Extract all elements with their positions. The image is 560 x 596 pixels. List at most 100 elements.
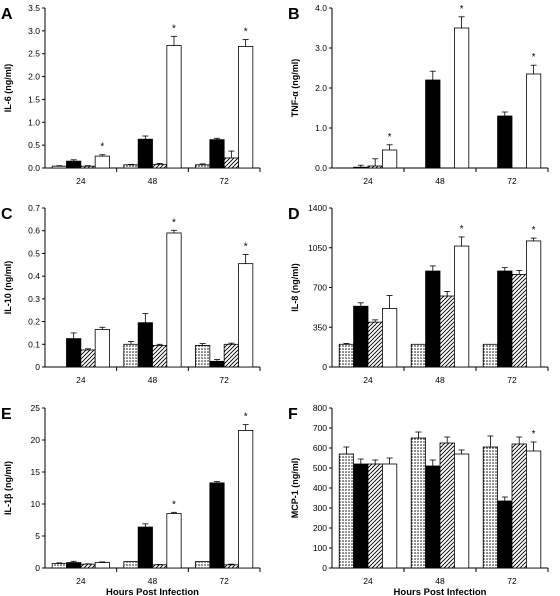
bar-dots-48 (123, 164, 139, 169)
y-tick-label: 5 (35, 531, 40, 541)
x-tick-label: 72 (219, 176, 229, 186)
bar-dots-72 (195, 561, 211, 569)
y-tick-label: 0 (322, 563, 327, 573)
y-tick-label: 15 (31, 467, 41, 477)
bar-hatch-24 (80, 165, 96, 169)
chart-panel-e: E 0 5 10 15 20 25 IL-1β (ng/ml) 24 48 * 72 * Hours Po… (1, 403, 261, 596)
x-tick-label: 72 (507, 375, 517, 385)
bar-hatch-72 (511, 443, 527, 569)
bar-open-24 (381, 463, 398, 569)
bar-solid-48 (137, 526, 153, 569)
significance-marker: * (100, 142, 104, 153)
bar-hatch-48 (152, 163, 168, 169)
significance-marker: * (532, 429, 536, 440)
y-axis-label: IL-8 (ng/ml) (290, 263, 300, 312)
y-tick-label: 3.0 (28, 26, 40, 36)
y-tick-label: 0.6 (28, 226, 40, 236)
significance-marker: * (244, 412, 248, 423)
bar-hatch-24 (80, 349, 96, 368)
bar-solid-24 (353, 305, 369, 368)
y-tick-label: 1050 (308, 243, 327, 253)
bar-solid-48 (425, 465, 441, 569)
bar-dots-24 (51, 165, 67, 169)
x-tick-label: 48 (435, 375, 445, 385)
bar-solid-72 (497, 115, 513, 169)
y-tick-label: 0 (322, 362, 327, 372)
bar-hatch-48 (152, 564, 168, 569)
bar-open-72 (526, 240, 542, 368)
x-tick-label: 24 (76, 176, 86, 186)
bar-open-24 (94, 329, 110, 368)
y-tick-label: 700 (313, 423, 327, 433)
x-tick-label: 24 (76, 375, 86, 385)
chart-panel-b: B 0.0 1.0 2.0 3.0 4.0 TNF-α (ng/ml) 24 * 48 * 72 * (288, 3, 549, 186)
y-tick-label: 20 (31, 435, 41, 445)
y-tick-label: 0.5 (28, 140, 40, 150)
bar-dots-24 (338, 453, 355, 569)
bar-dots-72 (195, 164, 211, 169)
y-tick-label: 10 (31, 499, 41, 509)
bar-open-48 (453, 453, 470, 569)
bar-open-72 (238, 429, 254, 569)
y-tick-label: 0.5 (28, 248, 40, 258)
y-tick-label: 0 (35, 563, 40, 573)
bar-hatch-72 (223, 343, 239, 368)
x-tick-label: 24 (363, 375, 373, 385)
significance-marker: * (172, 499, 176, 510)
bar-hatch-48 (152, 345, 168, 368)
x-tick-label: 24 (363, 176, 373, 186)
y-tick-label: 2.5 (28, 49, 40, 59)
bar-dots-72 (195, 345, 211, 368)
bar-open-48 (166, 513, 182, 569)
x-tick-label: 48 (435, 176, 445, 186)
bar-open-24 (381, 308, 398, 368)
significance-marker: * (460, 4, 464, 15)
bar-hatch-24 (367, 321, 383, 368)
y-tick-label: 600 (313, 443, 327, 453)
y-axis-label: IL-6 (ng/ml) (3, 64, 13, 113)
y-tick-label: 0.0 (28, 163, 40, 173)
bar-solid-24 (66, 160, 82, 169)
y-tick-label: 100 (313, 543, 327, 553)
y-tick-label: 200 (313, 523, 327, 533)
bar-solid-72 (209, 482, 225, 569)
bar-solid-24 (353, 463, 369, 569)
bar-hatch-24 (80, 563, 96, 569)
bar-solid-24 (66, 338, 82, 368)
y-axis-label: TNF-α (ng/ml) (290, 59, 300, 118)
y-axis-label: MCP-1 (ng/ml) (290, 458, 300, 519)
significance-marker: * (460, 224, 464, 235)
y-tick-label: 0.1 (28, 339, 40, 349)
bar-open-72 (526, 450, 542, 569)
bar-solid-24 (353, 166, 369, 169)
bar-open-72 (238, 263, 254, 368)
bar-hatch-72 (511, 274, 527, 368)
bar-dots-72 (482, 343, 499, 368)
panel-letter: E (1, 406, 12, 423)
panel-letter: C (1, 206, 13, 223)
significance-marker: * (244, 242, 248, 253)
y-tick-label: 25 (31, 403, 41, 413)
y-tick-label: 3.5 (28, 3, 40, 13)
y-tick-label: 0.4 (28, 271, 40, 281)
panel-letter: F (288, 406, 298, 423)
bar-open-72 (526, 73, 542, 169)
bar-hatch-48 (439, 442, 455, 569)
significance-marker: * (388, 132, 392, 143)
chart-panel-c: C 0 0.1 0.2 0.3 0.4 0.5 0.6 0.7 IL-10 (ng/ml) 24 48… (1, 203, 261, 385)
bar-open-48 (166, 232, 182, 368)
bar-solid-24 (66, 562, 82, 569)
x-axis-label: Hours Post Infection (106, 587, 199, 596)
bar-dots-24 (338, 343, 355, 368)
bar-hatch-24 (367, 165, 383, 169)
y-tick-label: 0 (35, 362, 40, 372)
x-tick-label: 48 (435, 576, 445, 586)
chart-panel-f: F 0 100 200 300 400 500 600 700 800 MCP-1 (ng/ml) 2… (288, 403, 549, 596)
bar-dots-72 (482, 446, 499, 569)
x-tick-label: 72 (219, 375, 229, 385)
x-tick-label: 48 (148, 375, 158, 385)
x-tick-label: 72 (507, 576, 517, 586)
bar-dots-48 (123, 343, 139, 368)
panel-letter: B (288, 6, 300, 23)
